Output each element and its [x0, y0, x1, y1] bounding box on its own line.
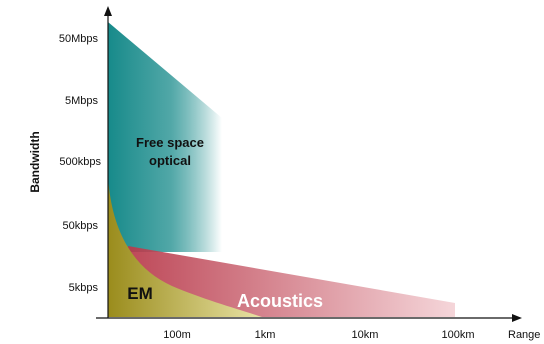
x-tick-label: 1km: [255, 329, 276, 341]
y-tick-label: 5kbps: [69, 282, 99, 294]
em-label: EM: [127, 284, 153, 303]
x-axis-title: Range: [508, 329, 540, 341]
y-tick-label: 50kbps: [63, 220, 99, 232]
y-tick-label: 50Mbps: [59, 33, 99, 45]
y-tick-label: 5Mbps: [65, 95, 99, 107]
acoustics-region: [128, 246, 455, 317]
optical-region: [108, 22, 222, 252]
x-tick-label: 100km: [441, 329, 474, 341]
x-axis-arrow: [512, 314, 522, 322]
x-tick-label: 10km: [352, 329, 379, 341]
em-region: [108, 178, 262, 317]
x-tick-label: 100m: [163, 329, 191, 341]
y-tick-label: 500kbps: [59, 156, 101, 168]
y-axis-arrow: [104, 6, 112, 16]
y-axis-title: Bandwidth: [28, 131, 42, 192]
acoustics-label: Acoustics: [237, 291, 323, 311]
optical-label-line2: optical: [149, 153, 191, 168]
optical-label-line1: Free space: [136, 135, 204, 150]
